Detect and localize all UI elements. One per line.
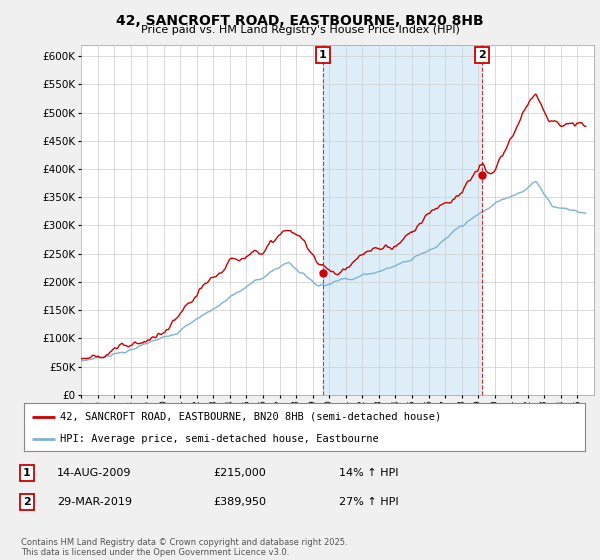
Text: 2: 2: [23, 497, 31, 507]
Text: Price paid vs. HM Land Registry's House Price Index (HPI): Price paid vs. HM Land Registry's House …: [140, 25, 460, 35]
Text: 14% ↑ HPI: 14% ↑ HPI: [339, 468, 398, 478]
Text: £389,950: £389,950: [213, 497, 266, 507]
Text: 14-AUG-2009: 14-AUG-2009: [57, 468, 131, 478]
Text: 2: 2: [478, 50, 486, 60]
Text: Contains HM Land Registry data © Crown copyright and database right 2025.
This d: Contains HM Land Registry data © Crown c…: [21, 538, 347, 557]
Text: 1: 1: [23, 468, 31, 478]
Text: 29-MAR-2019: 29-MAR-2019: [57, 497, 132, 507]
Text: 42, SANCROFT ROAD, EASTBOURNE, BN20 8HB: 42, SANCROFT ROAD, EASTBOURNE, BN20 8HB: [116, 14, 484, 28]
Text: HPI: Average price, semi-detached house, Eastbourne: HPI: Average price, semi-detached house,…: [61, 434, 379, 444]
Bar: [323, 45, 482, 395]
Text: 42, SANCROFT ROAD, EASTBOURNE, BN20 8HB (semi-detached house): 42, SANCROFT ROAD, EASTBOURNE, BN20 8HB …: [61, 412, 442, 422]
Text: 27% ↑ HPI: 27% ↑ HPI: [339, 497, 398, 507]
Text: £215,000: £215,000: [213, 468, 266, 478]
Text: 1: 1: [319, 50, 327, 60]
